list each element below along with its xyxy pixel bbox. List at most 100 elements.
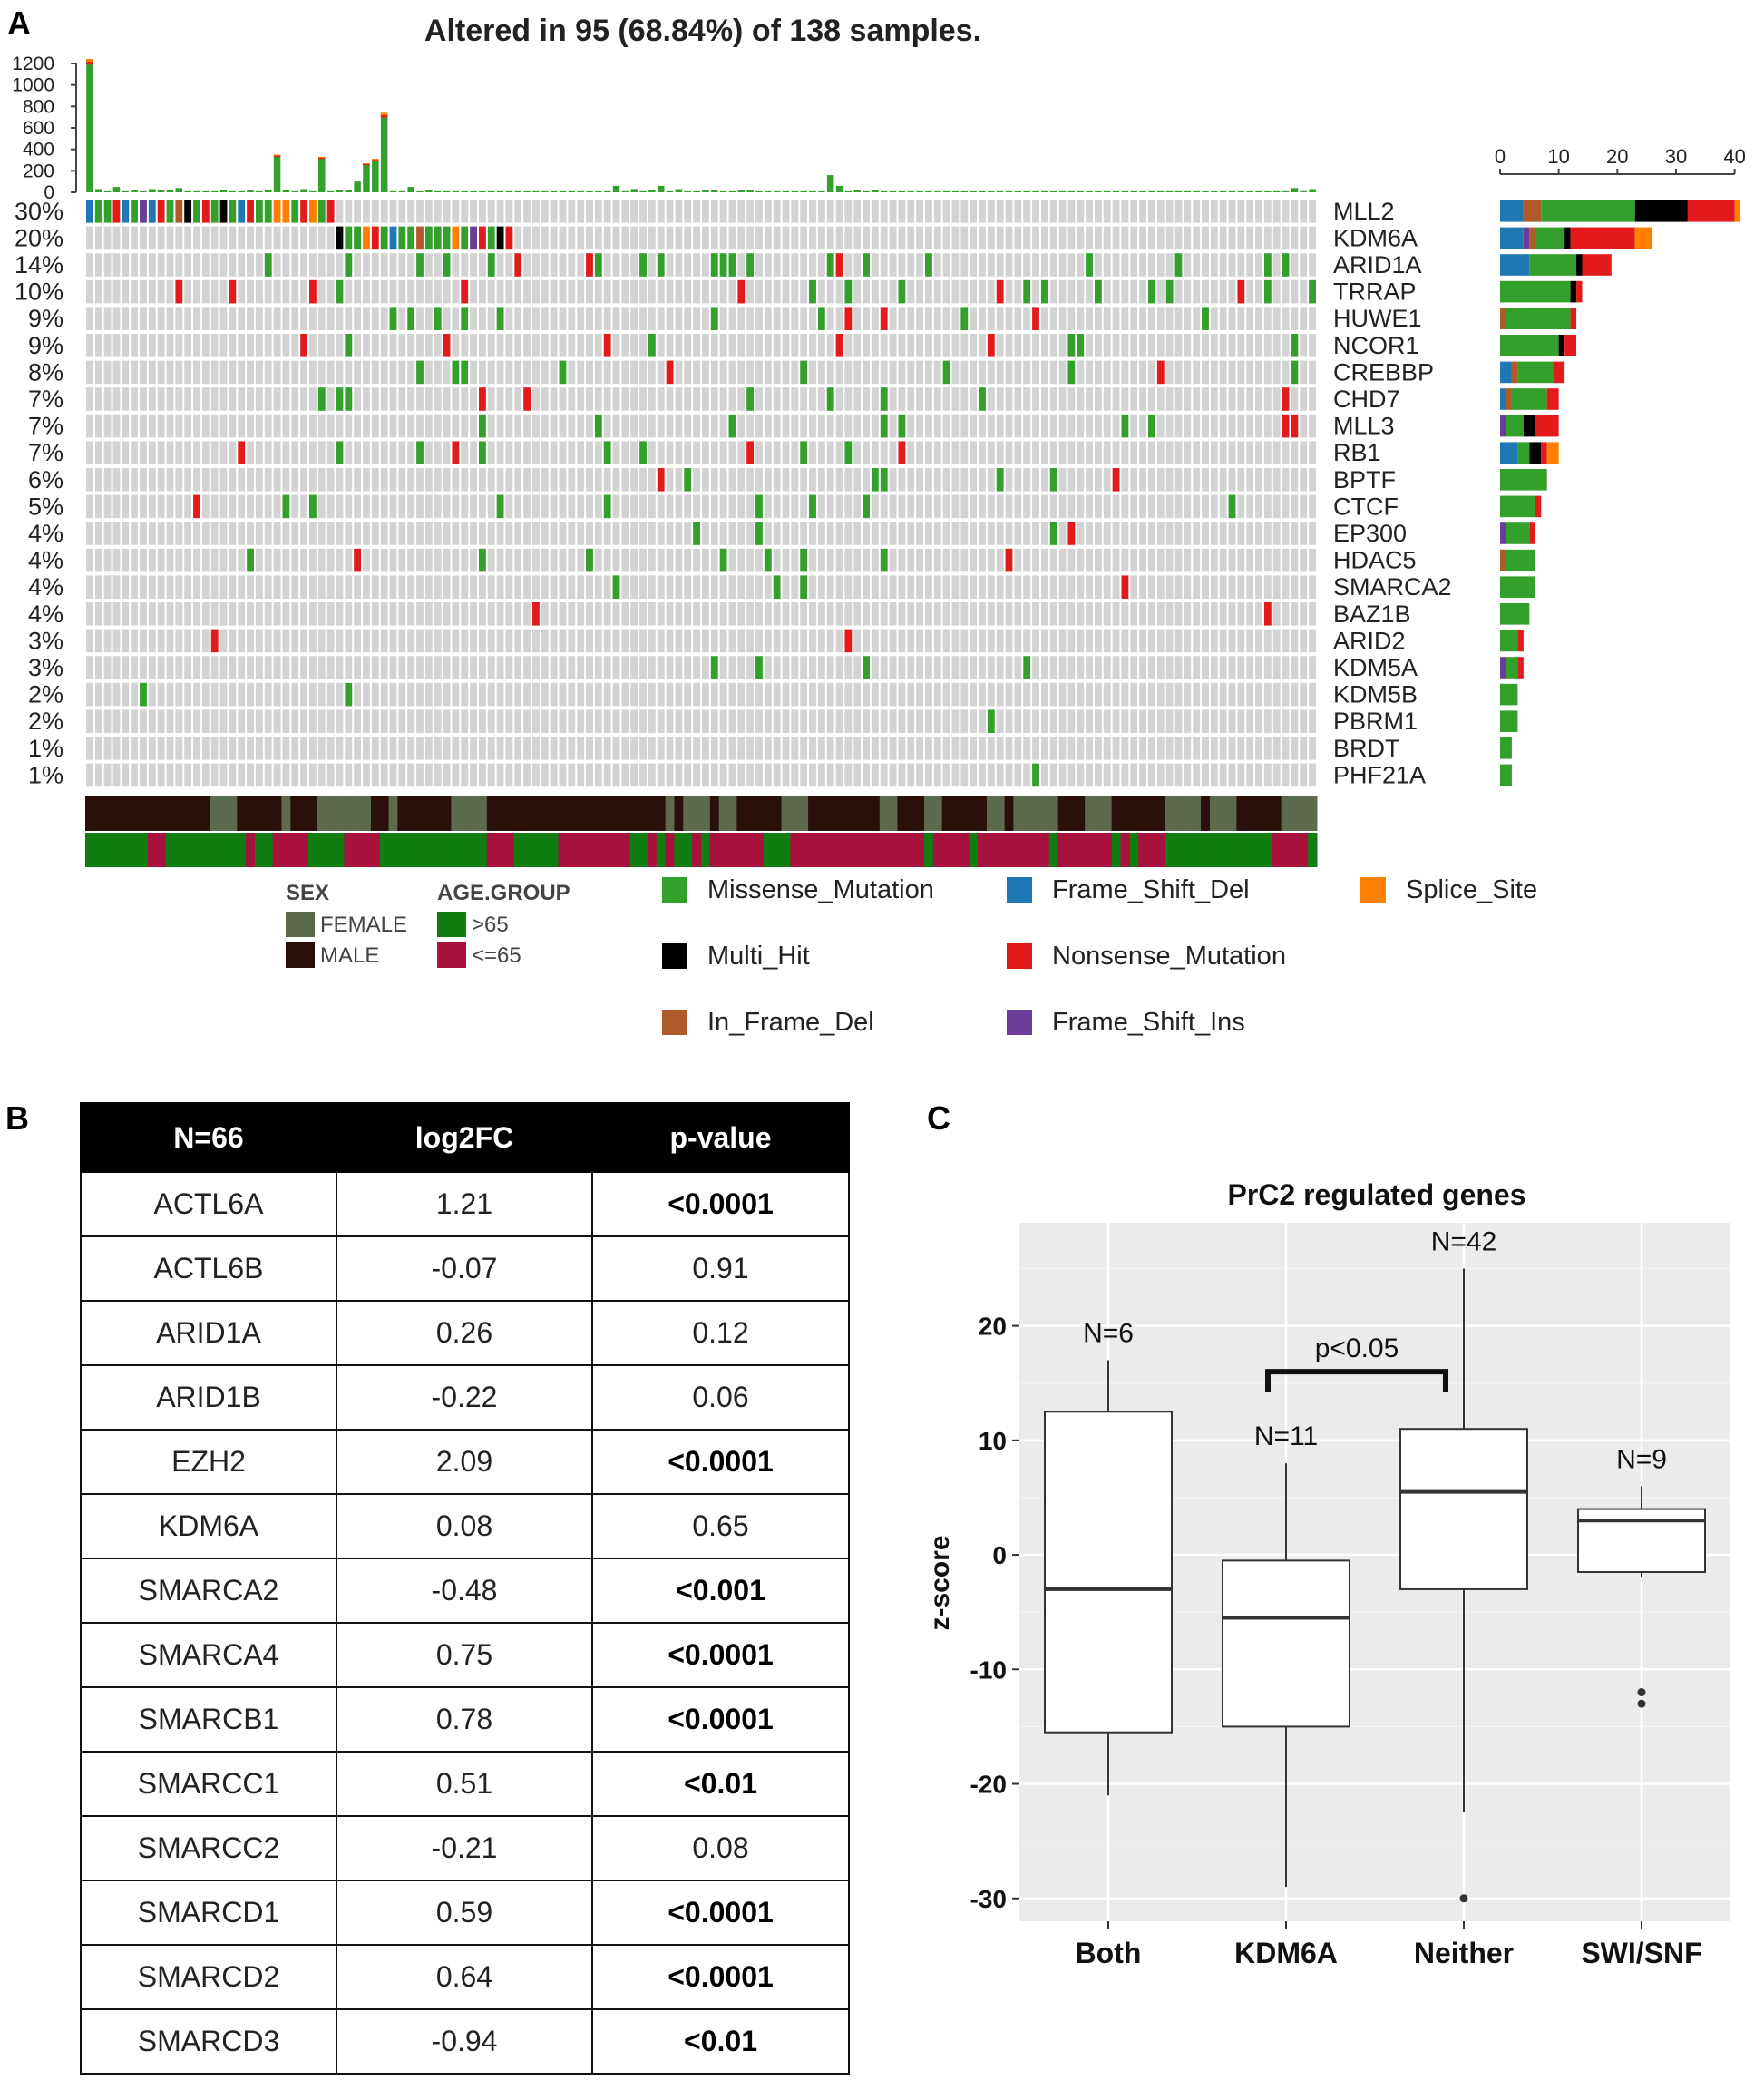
matrix-cell: [666, 763, 674, 787]
clinical-age-cell: [674, 833, 684, 867]
matrix-cell: [1202, 494, 1209, 519]
matrix-cell: [1174, 629, 1183, 653]
tmb-bar: [505, 190, 513, 192]
tmb-bar: [452, 190, 460, 192]
gene-name: HDAC5: [1333, 547, 1417, 574]
matrix-cell: [1174, 468, 1183, 492]
matrix-cell: [103, 602, 112, 626]
matrix-cell: [987, 387, 995, 411]
matrix-cell: [398, 387, 406, 411]
matrix-cell: [809, 226, 816, 250]
matrix-cell: [979, 763, 986, 787]
tmb-bar: [122, 190, 130, 192]
matrix-cell: [1300, 629, 1308, 653]
matrix-cell: [1112, 629, 1120, 653]
matrix-cell: [112, 468, 121, 492]
matrix-cell: [693, 414, 700, 438]
boxplot-annotation: p<0.05: [1265, 1333, 1448, 1392]
matrix-cell: [612, 334, 620, 357]
matrix-cell: [1165, 682, 1174, 707]
matrix-cell: [478, 468, 486, 492]
matrix-cell: [737, 548, 746, 572]
matrix-cell: [710, 709, 718, 733]
matrix-cell: [354, 629, 362, 653]
matrix-cell: [371, 602, 379, 626]
matrix-cell: [889, 709, 897, 733]
matrix-cell: [844, 307, 853, 330]
matrix-cell: [1219, 522, 1227, 545]
matrix-cell: [853, 253, 862, 277]
matrix-cell: [693, 522, 700, 545]
clinical-sex-cell: [1120, 796, 1130, 831]
matrix-cell: [817, 226, 825, 250]
clinical-sex-cell: [870, 796, 881, 831]
matrix-cell: [916, 522, 924, 545]
tmb-bar: [372, 159, 379, 192]
matrix-cell: [1309, 200, 1316, 223]
matrix-cell: [764, 441, 772, 464]
matrix-cell: [505, 200, 513, 223]
tmb-bar: [639, 190, 647, 192]
legend-variant-swatch: [1007, 943, 1032, 969]
gene-bar-segment: [1546, 442, 1559, 464]
matrix-cell: [336, 709, 344, 733]
matrix-cell: [844, 548, 853, 572]
matrix-cell: [345, 279, 353, 304]
matrix-cell: [764, 414, 772, 438]
matrix-cell: [309, 200, 317, 223]
matrix-cell: [131, 226, 139, 250]
matrix-cell: [1246, 629, 1254, 653]
matrix-cell: [282, 763, 290, 787]
matrix-cell: [826, 253, 834, 277]
matrix-cell: [1014, 522, 1022, 545]
matrix-cell: [800, 387, 808, 411]
matrix-cell: [371, 441, 379, 464]
matrix-cell: [755, 763, 763, 787]
matrix-cell: [1112, 682, 1120, 707]
gene-axis-tick-label: 30: [1665, 145, 1687, 168]
matrix-cell: [728, 575, 736, 599]
matrix-cell: [291, 629, 299, 653]
gene-bar-segment: [1541, 200, 1635, 222]
matrix-cell: [345, 602, 353, 626]
matrix-cell: [639, 709, 647, 733]
matrix-cell: [201, 200, 210, 223]
matrix-cell: [541, 441, 549, 464]
matrix-cell: [148, 656, 156, 679]
matrix-cell: [219, 253, 228, 277]
matrix-cell: [363, 468, 370, 492]
gene-percent: 4%: [28, 547, 63, 574]
matrix-cell: [933, 682, 941, 707]
matrix-cell: [1263, 494, 1272, 519]
matrix-cell: [247, 494, 254, 519]
matrix-cell: [398, 709, 406, 733]
matrix-cell: [407, 414, 415, 438]
matrix-cell: [496, 360, 504, 385]
clinical-sex-cell: [746, 796, 755, 831]
matrix-cell: [996, 307, 1004, 330]
matrix-cell: [247, 656, 254, 679]
matrix-cell: [1282, 494, 1290, 519]
matrix-cell: [951, 575, 960, 599]
matrix-cell: [702, 763, 709, 787]
table-cell-gene: SMARCC1: [80, 1751, 337, 1817]
matrix-cell: [702, 226, 709, 250]
matrix-cell: [1246, 387, 1254, 411]
matrix-cell: [1291, 682, 1299, 707]
matrix-cell: [184, 253, 192, 277]
matrix-cell: [1049, 494, 1057, 519]
gene-bar-segment: [1734, 200, 1741, 222]
matrix-cell: [122, 468, 130, 492]
matrix-cell: [1094, 629, 1102, 653]
matrix-cell: [746, 414, 755, 438]
clinical-age-cell: [862, 833, 872, 867]
matrix-cell: [1014, 737, 1022, 760]
matrix-cell: [148, 279, 156, 304]
clinical-sex-cell: [290, 796, 300, 831]
matrix-cell: [666, 575, 674, 599]
matrix-cell: [416, 522, 424, 545]
clinical-age-cell: [932, 833, 943, 867]
matrix-cell: [1086, 414, 1093, 438]
matrix-cell: [960, 334, 969, 357]
tmb-bar: [407, 187, 414, 192]
